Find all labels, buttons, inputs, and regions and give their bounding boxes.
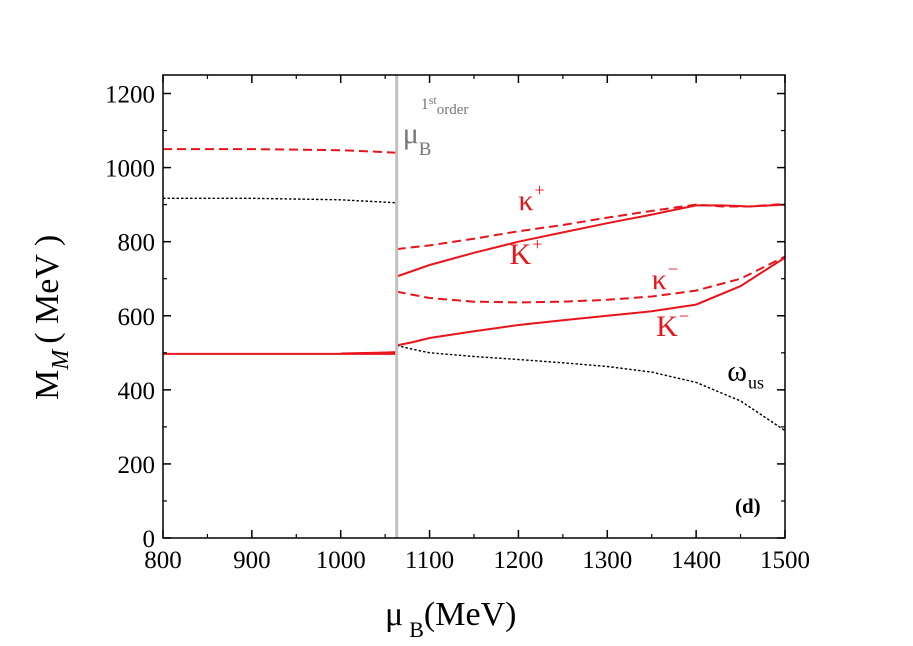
series-annotation-1: K+ [510,234,543,271]
series-annotation-0: κ+ [518,180,544,217]
plot-frame [162,74,786,539]
series-line-3 [163,197,397,204]
annotation-layer: κ+ K+ κ− K− ωus [510,180,764,392]
series-annotation-2: κ− [652,259,678,296]
series-line-7 [396,256,786,347]
x-tick-label-1: 900 [233,547,271,574]
series-annotation-4: ωus [727,355,764,393]
y-tick-label-1: 200 [118,452,156,479]
x-tick-label-4: 1200 [493,547,543,574]
series-line-1 [340,351,397,355]
x-tick-label-2: 1000 [316,547,366,574]
series-line-6 [396,255,786,304]
series-layer [163,148,786,432]
transition-label-sub: B [419,139,432,160]
x-axis-title: μ B(MeV) [385,596,516,642]
series-annotation-3: K− [656,306,689,343]
y-tick-label-4: 800 [118,230,156,257]
transition-label: μ [403,117,419,150]
tick-layer: 800 900 1000 1100 1200 1300 1400 1500 0 200 400 600… [105,75,810,574]
x-tick-label-0: 800 [144,547,182,574]
y-tick-label-5: 1000 [105,156,155,183]
panel-label: (d) [735,494,761,518]
series-line-4 [396,203,786,278]
y-axis-title: MM( MeV ) [29,235,74,400]
series-line-2 [163,148,397,154]
x-tick-label-3: 1100 [405,547,454,574]
x-tick-label-6: 1400 [671,547,721,574]
x-tick-label-5: 1300 [582,547,632,574]
series-line-5 [396,202,786,251]
x-tick-label-7: 1500 [760,547,810,574]
y-tick-label-3: 600 [118,304,156,331]
y-tick-label-6: 1200 [105,82,155,109]
y-tick-label-0: 0 [143,526,156,553]
transition-label-sup: 1storder [421,93,469,118]
series-line-8 [396,344,786,432]
y-tick-label-2: 400 [118,378,156,405]
